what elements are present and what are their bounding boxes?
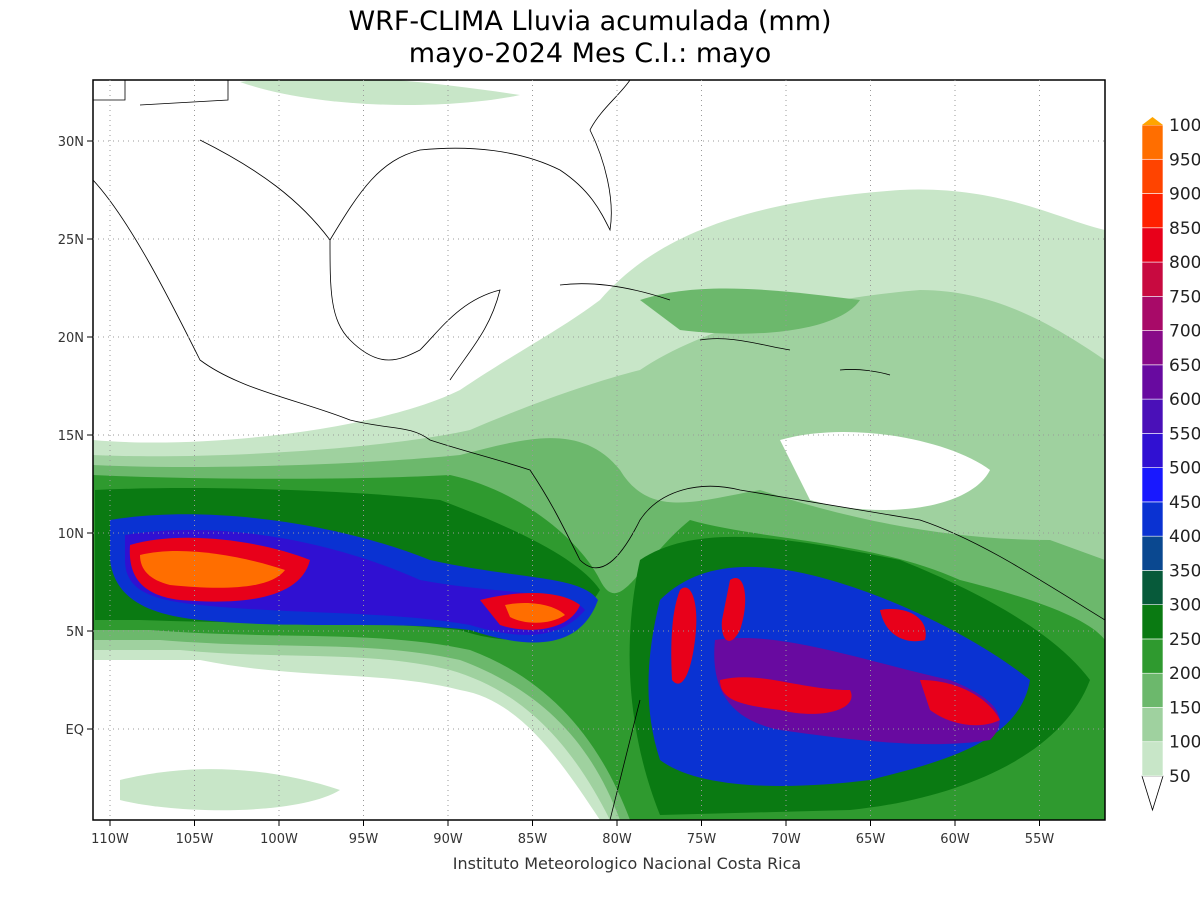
colorbar-box xyxy=(1141,364,1164,400)
y-tick-label: EQ xyxy=(66,723,84,738)
y-tick-label: 30N xyxy=(58,135,84,150)
colorbar: 50 100 150 200 250 300 350 400 450 500 550 600 650 70… xyxy=(1141,116,1200,812)
x-tick-label: 55W xyxy=(1025,832,1055,847)
colorbar-label: 900 xyxy=(1169,185,1200,205)
colorbar-box xyxy=(1141,467,1164,503)
map-frame xyxy=(92,79,1106,821)
colorbar-box xyxy=(1141,398,1164,434)
colorbar-label: 450 xyxy=(1169,493,1200,513)
x-tick-label: 110W xyxy=(91,832,129,847)
y-tick-label: 25N xyxy=(58,233,84,248)
x-tick-label: 90W xyxy=(433,832,463,847)
colorbar-box xyxy=(1141,158,1164,194)
colorbar-box xyxy=(1141,604,1164,640)
colorbar-label: 500 xyxy=(1169,459,1200,479)
x-tick-label: 95W xyxy=(349,832,379,847)
coastlines xyxy=(93,80,1105,820)
colorbar-label: 950 xyxy=(1169,150,1200,170)
colorbar-label: 800 xyxy=(1169,253,1200,273)
title-line-1: WRF-CLIMA Lluvia acumulada (mm) xyxy=(348,6,831,37)
y-tick-label: 5N xyxy=(66,625,84,640)
colorbar-below xyxy=(1141,775,1164,812)
colorbar-box xyxy=(1141,296,1164,331)
colorbar-label: 150 xyxy=(1169,698,1200,718)
colorbar-box xyxy=(1141,570,1164,605)
colorbar-label: 300 xyxy=(1169,596,1200,616)
x-tick-label: 80W xyxy=(602,832,632,847)
y-tick-label: 20N xyxy=(58,331,84,346)
colorbar-label: 250 xyxy=(1169,630,1200,650)
colorbar-label: 200 xyxy=(1169,664,1200,684)
x-tick-label: 70W xyxy=(771,832,801,847)
colorbar-label: 350 xyxy=(1169,561,1200,581)
colorbar-label: 100 xyxy=(1169,733,1200,753)
y-tick-label: 15N xyxy=(58,429,84,444)
colorbar-box xyxy=(1141,741,1164,777)
x-tick-label: 100W xyxy=(260,832,298,847)
colorbar-label: 850 xyxy=(1169,219,1200,239)
colorbar-label: 750 xyxy=(1169,287,1200,307)
y-tick-label: 10N xyxy=(58,527,84,542)
colorbar-label: 1000 xyxy=(1169,116,1200,136)
colorbar-box xyxy=(1141,330,1164,366)
colorbar-box xyxy=(1141,433,1164,468)
x-tick-label: 60W xyxy=(940,832,970,847)
x-tick-label: 85W xyxy=(518,832,548,847)
colorbar-label: 600 xyxy=(1169,390,1200,410)
colorbar-label: 650 xyxy=(1169,356,1200,376)
x-tick-label: 65W xyxy=(856,832,886,847)
colorbar-label: 50 xyxy=(1169,767,1191,787)
colorbar-label: 400 xyxy=(1169,527,1200,547)
colorbar-box xyxy=(1141,672,1164,708)
colorbar-box xyxy=(1141,261,1164,297)
colorbar-label: 700 xyxy=(1169,322,1200,342)
rain-field xyxy=(93,80,1105,820)
colorbar-box xyxy=(1141,124,1164,160)
x-tick-label: 105W xyxy=(176,832,214,847)
axes: 110W 105W 100W 95W 90W 85W 80W 75W 70W 65W 60W 55W 3… xyxy=(58,80,1105,847)
colorbar-box xyxy=(1141,535,1164,571)
colorbar-box xyxy=(1141,193,1164,229)
x-tick-label: 75W xyxy=(687,832,717,847)
colorbar-box xyxy=(1141,638,1164,674)
colorbar-label: 550 xyxy=(1169,424,1200,444)
colorbar-box xyxy=(1141,707,1164,743)
colorbar-box xyxy=(1141,501,1164,537)
colorbar-box xyxy=(1141,227,1164,263)
colorbar-above xyxy=(1142,117,1163,125)
title-line-2: mayo-2024 Mes C.I.: mayo xyxy=(409,38,771,69)
footer: Instituto Meteorologico Nacional Costa R… xyxy=(453,854,801,873)
